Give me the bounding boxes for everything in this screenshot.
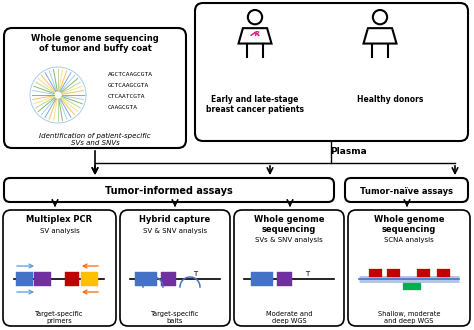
FancyBboxPatch shape	[345, 178, 468, 202]
Text: Whole genome
sequencing: Whole genome sequencing	[254, 215, 324, 234]
FancyBboxPatch shape	[417, 269, 430, 277]
Text: Target-specific
baits: Target-specific baits	[151, 311, 199, 324]
FancyBboxPatch shape	[403, 283, 421, 290]
Text: T: T	[193, 271, 197, 277]
Text: SV & SNV analysis: SV & SNV analysis	[143, 228, 207, 234]
Text: CAAGCGTA: CAAGCGTA	[108, 105, 138, 110]
FancyBboxPatch shape	[120, 210, 230, 326]
FancyBboxPatch shape	[369, 269, 382, 277]
Text: SCNA analysis: SCNA analysis	[384, 237, 434, 243]
FancyBboxPatch shape	[34, 272, 51, 286]
Text: Tumor-naïve assays: Tumor-naïve assays	[360, 186, 453, 195]
Text: Shallow, moderate
and deep WGS: Shallow, moderate and deep WGS	[378, 311, 440, 324]
FancyBboxPatch shape	[81, 272, 98, 286]
Text: SV analysis: SV analysis	[40, 228, 79, 234]
Text: CTCAATCGTA: CTCAATCGTA	[108, 94, 146, 99]
FancyBboxPatch shape	[135, 272, 157, 286]
Text: Target-specific
primers: Target-specific primers	[35, 311, 84, 324]
Text: AGCTCAAGCGTA: AGCTCAAGCGTA	[108, 72, 153, 77]
Text: GCTCAAGCGTA: GCTCAAGCGTA	[108, 83, 149, 88]
Text: Whole genome sequencing
of tumor and buffy coat: Whole genome sequencing of tumor and buf…	[31, 34, 159, 53]
Text: ʀ: ʀ	[255, 29, 260, 38]
Text: Identification of patient-specific
SVs and SNVs: Identification of patient-specific SVs a…	[39, 133, 151, 146]
FancyBboxPatch shape	[437, 269, 450, 277]
FancyBboxPatch shape	[234, 210, 344, 326]
Text: Plasma: Plasma	[330, 148, 367, 156]
Text: Moderate and
deep WGS: Moderate and deep WGS	[266, 311, 312, 324]
Text: SVs & SNV analysis: SVs & SNV analysis	[255, 237, 323, 243]
Text: Healthy donors: Healthy donors	[357, 95, 423, 104]
Text: Hybrid capture: Hybrid capture	[139, 215, 210, 224]
Text: Multiplex PCR: Multiplex PCR	[27, 215, 92, 224]
FancyBboxPatch shape	[348, 210, 470, 326]
FancyBboxPatch shape	[4, 178, 334, 202]
FancyBboxPatch shape	[387, 269, 400, 277]
FancyBboxPatch shape	[251, 272, 273, 286]
Text: Whole genome
sequencing: Whole genome sequencing	[374, 215, 444, 234]
FancyBboxPatch shape	[3, 210, 116, 326]
FancyBboxPatch shape	[16, 272, 33, 286]
Text: Early and late-stage
breast cancer patients: Early and late-stage breast cancer patie…	[206, 95, 304, 115]
FancyBboxPatch shape	[161, 272, 176, 286]
FancyBboxPatch shape	[4, 28, 186, 148]
Text: Tumor-informed assays: Tumor-informed assays	[105, 186, 233, 196]
FancyBboxPatch shape	[277, 272, 292, 286]
Text: T: T	[305, 271, 309, 277]
FancyBboxPatch shape	[195, 3, 468, 141]
FancyBboxPatch shape	[65, 272, 79, 286]
